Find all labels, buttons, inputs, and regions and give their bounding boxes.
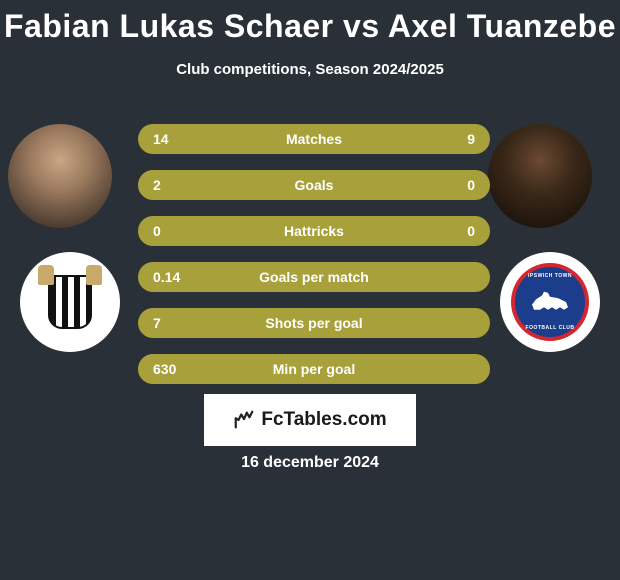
stat-row: 7 Shots per goal [138,308,490,338]
stat-left-value: 0 [153,223,161,239]
stat-row: 2 Goals 0 [138,170,490,200]
date-text: 16 december 2024 [0,454,620,472]
stat-row: 630 Min per goal [138,354,490,384]
newcastle-shield-icon [48,275,92,329]
stat-row: 14 Matches 9 [138,124,490,154]
club-crest-left [20,252,120,352]
stat-label: Hattricks [284,223,344,239]
page-subtitle: Club competitions, Season 2024/2025 [0,61,620,78]
page-title: Fabian Lukas Schaer vs Axel Tuanzebe [0,0,620,45]
fctables-logo-icon [233,409,255,431]
stat-label: Goals [295,177,334,193]
stat-right-value: 0 [467,177,475,193]
stat-right-value: 0 [467,223,475,239]
stat-left-value: 630 [153,361,176,377]
stat-row: 0.14 Goals per match [138,262,490,292]
stat-row: 0 Hattricks 0 [138,216,490,246]
stat-left-value: 2 [153,177,161,193]
stat-label: Min per goal [273,361,355,377]
stat-right-value: 9 [467,131,475,147]
club-crest-right: IPSWICH TOWN FOOTBALL CLUB [500,252,600,352]
ipswich-badge-icon: IPSWICH TOWN FOOTBALL CLUB [511,263,589,341]
stat-label: Matches [286,131,342,147]
stat-left-value: 14 [153,131,169,147]
stat-left-value: 7 [153,315,161,331]
player-left-avatar [8,124,112,228]
stat-label: Shots per goal [265,315,362,331]
stat-label: Goals per match [259,269,369,285]
footer-brand-text: FcTables.com [261,409,386,431]
footer-brand-box: FcTables.com [204,394,416,446]
stats-bars: 14 Matches 9 2 Goals 0 0 Hattricks 0 0.1… [138,124,490,400]
stat-left-value: 0.14 [153,269,180,285]
player-right-avatar [488,124,592,228]
